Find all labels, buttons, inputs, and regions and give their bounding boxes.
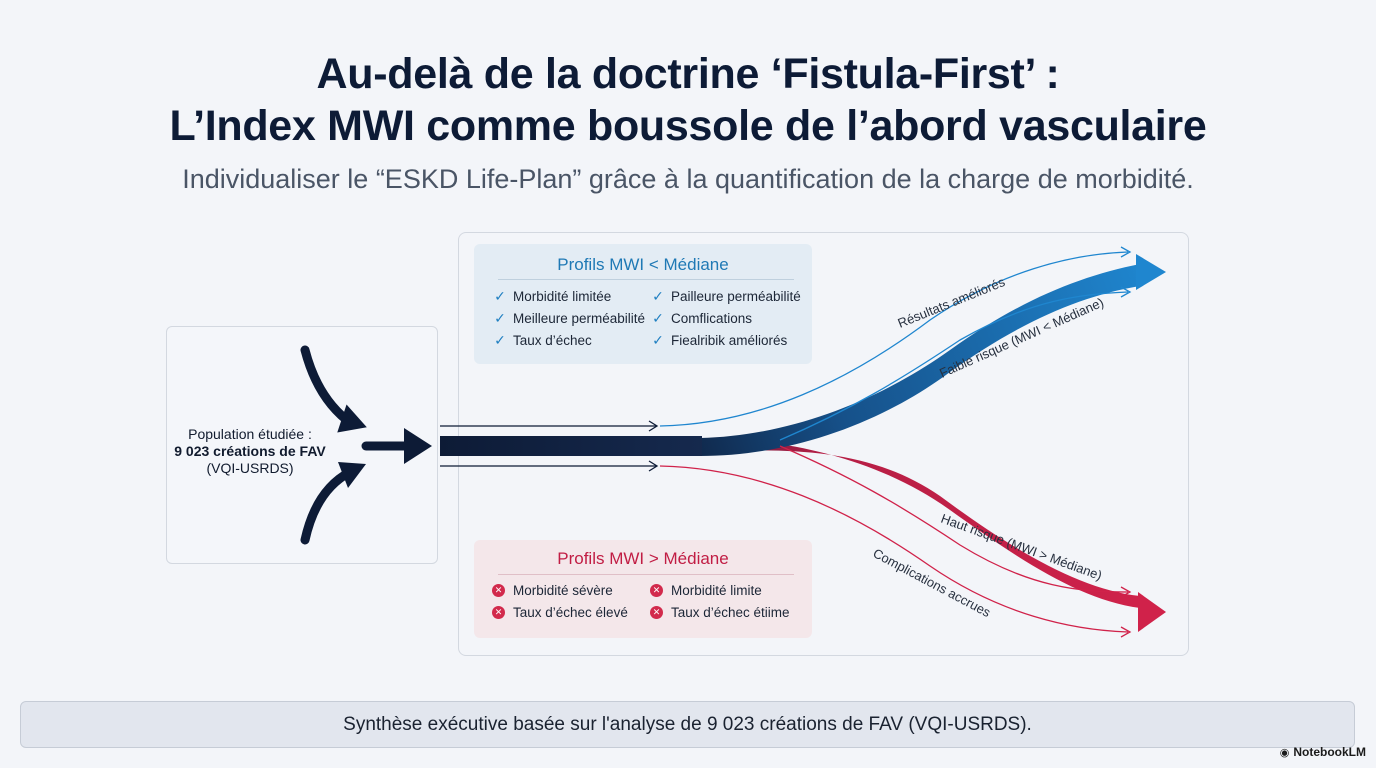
low-item: ✓ Comflications: [650, 310, 752, 327]
check-icon: ✓: [652, 310, 664, 326]
population-source: (VQI-USRDS): [206, 460, 294, 476]
population-count: 9 023 créations de FAV: [174, 443, 326, 459]
x-circle-icon: ✕: [492, 584, 505, 597]
main-trunk: [440, 436, 702, 456]
label-upper-outer: Résultats améliorés: [896, 274, 1008, 331]
incoming-arrow-bottom: [300, 462, 366, 545]
population-label: Population étudiée :: [188, 426, 312, 442]
low-item-label: Comflications: [671, 311, 753, 326]
population-text: Population étudiée : 9 023 créations de …: [170, 426, 330, 477]
incoming-arrow-center: [361, 428, 432, 464]
low-item: ✓ Taux d’échec: [492, 332, 592, 349]
high-item-label: Taux d’échec étiime: [671, 605, 790, 620]
title-line-1: Au-delà de la doctrine ‘Fistula-First’ :: [316, 50, 1060, 98]
panel-high-title: Profils MWI > Médiane: [557, 549, 729, 568]
trunk-guide-arrows: [440, 420, 659, 472]
branch-high-risk: [660, 438, 1166, 632]
footer-summary: Synthèse exécutive basée sur l'analyse d…: [20, 701, 1355, 748]
panel-high-mwi: Profils MWI > Médiane ✕ Morbidité sévère…: [474, 540, 812, 638]
check-icon: ✓: [494, 332, 506, 348]
blue-guide-arrows: [659, 246, 1132, 441]
low-item: ✓ Meilleure perméabilité: [492, 310, 645, 327]
check-icon: ✓: [652, 332, 664, 348]
low-item-label: Taux d’échec: [513, 333, 592, 348]
check-icon: ✓: [494, 288, 506, 304]
high-item-label: Taux d’échec élevé: [513, 605, 628, 620]
check-icon: ✓: [652, 288, 664, 304]
red-guide-arrows: [659, 445, 1132, 638]
low-item-label: Meilleure perméabilité: [513, 311, 646, 326]
low-item-label: Pailleure perméabilité: [671, 289, 801, 304]
check-icon: ✓: [494, 310, 506, 326]
brand-name: NotebookLM: [1293, 745, 1366, 759]
low-item: ✓ Morbidité limitée: [492, 288, 611, 305]
panel-high-divider: [498, 574, 794, 575]
brand-watermark: ◉ NotebookLM: [1280, 745, 1366, 759]
low-item-label: Morbidité limitée: [513, 289, 612, 304]
x-circle-icon: ✕: [492, 606, 505, 619]
high-item: ✕ Morbidité limite: [650, 583, 762, 598]
title-line-2: L’Index MWI comme boussole de l’abord va…: [169, 102, 1207, 150]
page-subtitle: Individualiser le “ESKD Life-Plan” grâce…: [182, 164, 1194, 194]
low-item: ✓ Fiealribik améliorés: [650, 332, 787, 349]
high-item-label: Morbidité limite: [671, 583, 762, 598]
x-circle-icon: ✕: [650, 606, 663, 619]
x-circle-icon: ✕: [650, 584, 663, 597]
incoming-arrow-top: [300, 345, 367, 433]
high-item: ✕ Morbidité sévère: [492, 583, 613, 598]
panel-low-title: Profils MWI < Médiane: [557, 255, 729, 274]
page-title: Au-delà de la doctrine ‘Fistula-First’ :…: [0, 48, 1376, 152]
low-item: ✓ Pailleure perméabilité: [650, 288, 801, 305]
high-item: ✕ Taux d’échec étiime: [650, 605, 790, 620]
notebooklm-logo-icon: ◉: [1279, 746, 1290, 759]
high-item-label: Morbidité sévère: [513, 583, 613, 598]
high-item: ✕ Taux d’échec élevé: [492, 605, 628, 620]
panel-low-divider: [498, 279, 794, 280]
label-lower-outer: Complications accrues: [871, 545, 994, 620]
low-item-label: Fiealribik améliorés: [671, 333, 788, 348]
panel-low-mwi: Profils MWI < Médiane ✓ Morbidité limité…: [474, 244, 812, 364]
